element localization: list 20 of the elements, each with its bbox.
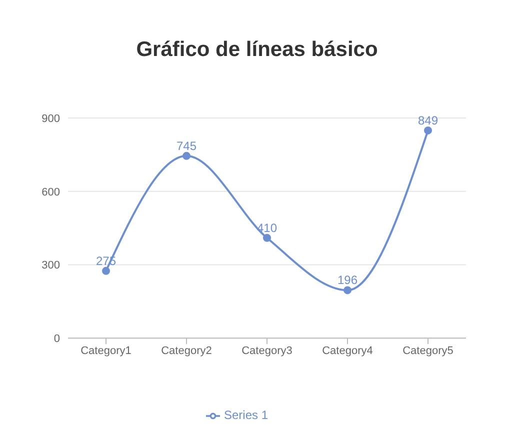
point bbox=[263, 234, 271, 242]
x-tick-label: Category5 bbox=[402, 344, 454, 357]
data-label: 745 bbox=[176, 138, 197, 153]
x-tick-label: Category4 bbox=[322, 344, 373, 357]
data-label: 849 bbox=[418, 113, 438, 128]
x-tick-label: Category3 bbox=[242, 344, 292, 357]
chart-title: Gráfico de líneas básico bbox=[135, 37, 379, 63]
point bbox=[424, 126, 432, 134]
y-tick-label: 600 bbox=[42, 186, 60, 198]
point bbox=[102, 266, 110, 275]
point bbox=[182, 152, 190, 160]
y-tick-label: 0 bbox=[54, 333, 60, 346]
x-tick-label: Category1 bbox=[80, 344, 132, 357]
data-label: 196 bbox=[337, 273, 358, 288]
data-label: 410 bbox=[256, 220, 278, 235]
y-tick-label: 300 bbox=[42, 260, 60, 272]
legend-label: Series 1 bbox=[224, 408, 268, 422]
y-tick-label: 900 bbox=[42, 112, 60, 125]
x-tick-label: Category2 bbox=[161, 344, 212, 357]
point bbox=[344, 286, 352, 294]
